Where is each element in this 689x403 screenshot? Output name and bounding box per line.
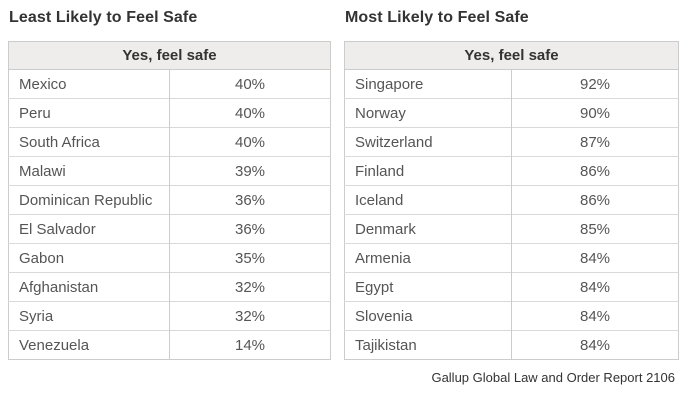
most-likely-title: Most Likely to Feel Safe <box>345 9 529 26</box>
table-row: Tajikistan 84% <box>344 330 679 360</box>
country-cell: Finland <box>344 156 512 186</box>
value-cell: 84% <box>511 243 679 273</box>
value-cell: 86% <box>511 156 679 186</box>
table-header-cell: Yes, feel safe <box>8 41 331 70</box>
least-likely-table-body: Mexico 40% Peru 40% South Africa 40% Malawi 39%… <box>8 69 331 360</box>
least-likely-title: Least Likely to Feel Safe <box>9 9 198 26</box>
table-row: Egypt 84% <box>344 272 679 302</box>
country-cell: Switzerland <box>344 127 512 157</box>
value-cell: 35% <box>169 243 331 273</box>
country-cell: Norway <box>344 98 512 128</box>
table-row: Peru 40% <box>8 98 331 128</box>
value-cell: 84% <box>511 301 679 331</box>
table-header-row: Yes, feel safe <box>344 41 679 70</box>
table-row: Switzerland 87% <box>344 127 679 157</box>
most-likely-table-body: Singapore 92% Norway 90% Switzerland 87% Finla… <box>344 69 679 360</box>
table-header-row: Yes, feel safe <box>8 41 331 70</box>
table-row: Afghanistan 32% <box>8 272 331 302</box>
country-cell: El Salvador <box>8 214 170 244</box>
country-cell: Peru <box>8 98 170 128</box>
value-cell: 39% <box>169 156 331 186</box>
value-cell: 84% <box>511 330 679 360</box>
value-cell: 40% <box>169 127 331 157</box>
country-cell: Dominican Republic <box>8 185 170 215</box>
value-cell: 87% <box>511 127 679 157</box>
table-row: Finland 86% <box>344 156 679 186</box>
table-row: Malawi 39% <box>8 156 331 186</box>
value-cell: 85% <box>511 214 679 244</box>
table-row: Gabon 35% <box>8 243 331 273</box>
country-cell: Venezuela <box>8 330 170 360</box>
table-row: Norway 90% <box>344 98 679 128</box>
table-row: Denmark 85% <box>344 214 679 244</box>
value-cell: 92% <box>511 69 679 99</box>
table-row: Mexico 40% <box>9 69 331 99</box>
table-row: Slovenia 84% <box>344 301 679 331</box>
value-cell: 84% <box>511 272 679 302</box>
country-cell: Mexico <box>19 75 67 93</box>
country-cell: Slovenia <box>344 301 512 331</box>
country-cell: Egypt <box>344 272 512 302</box>
table-row: South Africa 40% <box>8 127 331 157</box>
value-cell: 36% <box>169 214 331 244</box>
least-likely-table: Yes, feel safe Mexico 40% Peru 40% South Afr… <box>8 41 331 360</box>
table-row: Dominican Republic 36% <box>8 185 331 215</box>
value-cell: 90% <box>511 98 679 128</box>
country-cell: Malawi <box>8 156 170 186</box>
tables-container: Least Likely to Feel Safe Yes, feel safe… <box>8 6 679 360</box>
country-cell: Armenia <box>344 243 512 273</box>
country-cell: Denmark <box>344 214 512 244</box>
table-row: Armenia 84% <box>344 243 679 273</box>
table-row: El Salvador 36% <box>8 214 331 244</box>
most-likely-panel: Most Likely to Feel Safe Yes, feel safe … <box>344 6 679 360</box>
value-cell: 32% <box>169 272 331 302</box>
value-cell: 32% <box>169 301 331 331</box>
most-likely-table: Yes, feel safe Singapore 92% Norway 90% Swit… <box>344 41 679 360</box>
value-cell: 86% <box>511 185 679 215</box>
country-cell: Iceland <box>344 185 512 215</box>
table-row: Singapore 92% <box>345 69 679 99</box>
country-cell: Singapore <box>355 75 424 93</box>
country-cell: South Africa <box>8 127 170 157</box>
country-cell: Gabon <box>8 243 170 273</box>
country-cell: Tajikistan <box>344 330 512 360</box>
source-caption: Gallup Global Law and Order Report 2106 <box>431 370 675 385</box>
least-likely-panel: Least Likely to Feel Safe Yes, feel safe… <box>8 6 331 360</box>
country-cell: Afghanistan <box>8 272 170 302</box>
table-header-cell: Yes, feel safe <box>344 41 679 70</box>
table-row: Iceland 86% <box>344 185 679 215</box>
table-row: Syria 32% <box>8 301 331 331</box>
value-cell: 40% <box>169 98 331 128</box>
country-cell: Syria <box>8 301 170 331</box>
table-row: Venezuela 14% <box>8 330 331 360</box>
value-cell: 14% <box>169 330 331 360</box>
value-cell: 40% <box>169 69 331 99</box>
value-cell: 36% <box>169 185 331 215</box>
